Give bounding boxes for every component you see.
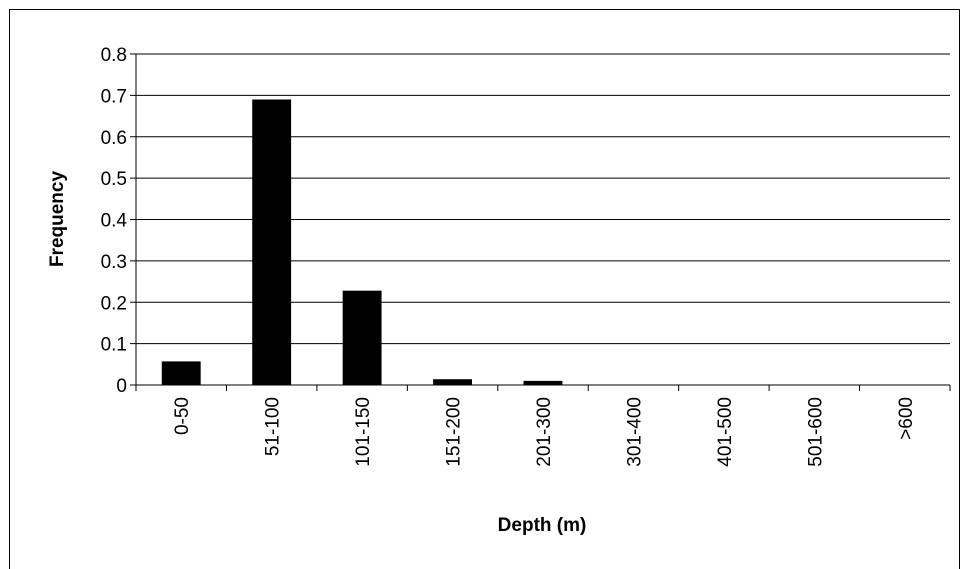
y-tick-label: 0.7 bbox=[101, 86, 127, 107]
y-tick-label: 0.1 bbox=[101, 335, 127, 356]
bars bbox=[161, 99, 563, 385]
y-axis-title: Frequency bbox=[47, 171, 68, 268]
y-tick-label: 0 bbox=[116, 376, 127, 397]
x-tick-labels: 0-50 51-100 101-150 151-200 201-300 301-400 40… bbox=[172, 397, 917, 467]
x-tick-label: 301-400 bbox=[624, 397, 645, 467]
axes bbox=[130, 53, 951, 391]
bar bbox=[252, 99, 292, 385]
y-tick-label: 0.8 bbox=[101, 45, 127, 66]
bar bbox=[161, 361, 201, 385]
bar bbox=[342, 290, 382, 385]
x-tick-label: 101-150 bbox=[353, 397, 374, 467]
x-axis-title: Depth (m) bbox=[498, 515, 587, 536]
bar bbox=[523, 380, 563, 385]
y-tick-label: 0.5 bbox=[101, 169, 127, 190]
x-tick-label: 0-50 bbox=[172, 397, 193, 435]
y-tick-label: 0.3 bbox=[101, 252, 127, 273]
x-tick-label: 51-100 bbox=[263, 397, 284, 456]
y-tick-label: 0.2 bbox=[101, 293, 127, 314]
bar bbox=[433, 379, 473, 385]
chart-frame bbox=[9, 9, 960, 569]
y-tick-label: 0.6 bbox=[101, 128, 127, 149]
y-tick-label: 0.4 bbox=[101, 211, 128, 232]
x-tick-label: 151-200 bbox=[444, 397, 465, 467]
x-tick-label: 501-600 bbox=[805, 397, 826, 467]
x-tick-label: 201-300 bbox=[534, 397, 555, 467]
y-tick-labels: 0 0.1 0.2 0.3 0.4 0.5 0.6 0.7 0.8 bbox=[101, 45, 128, 397]
x-tick-label: >600 bbox=[896, 397, 917, 440]
x-tick-label: 401-500 bbox=[715, 397, 736, 467]
